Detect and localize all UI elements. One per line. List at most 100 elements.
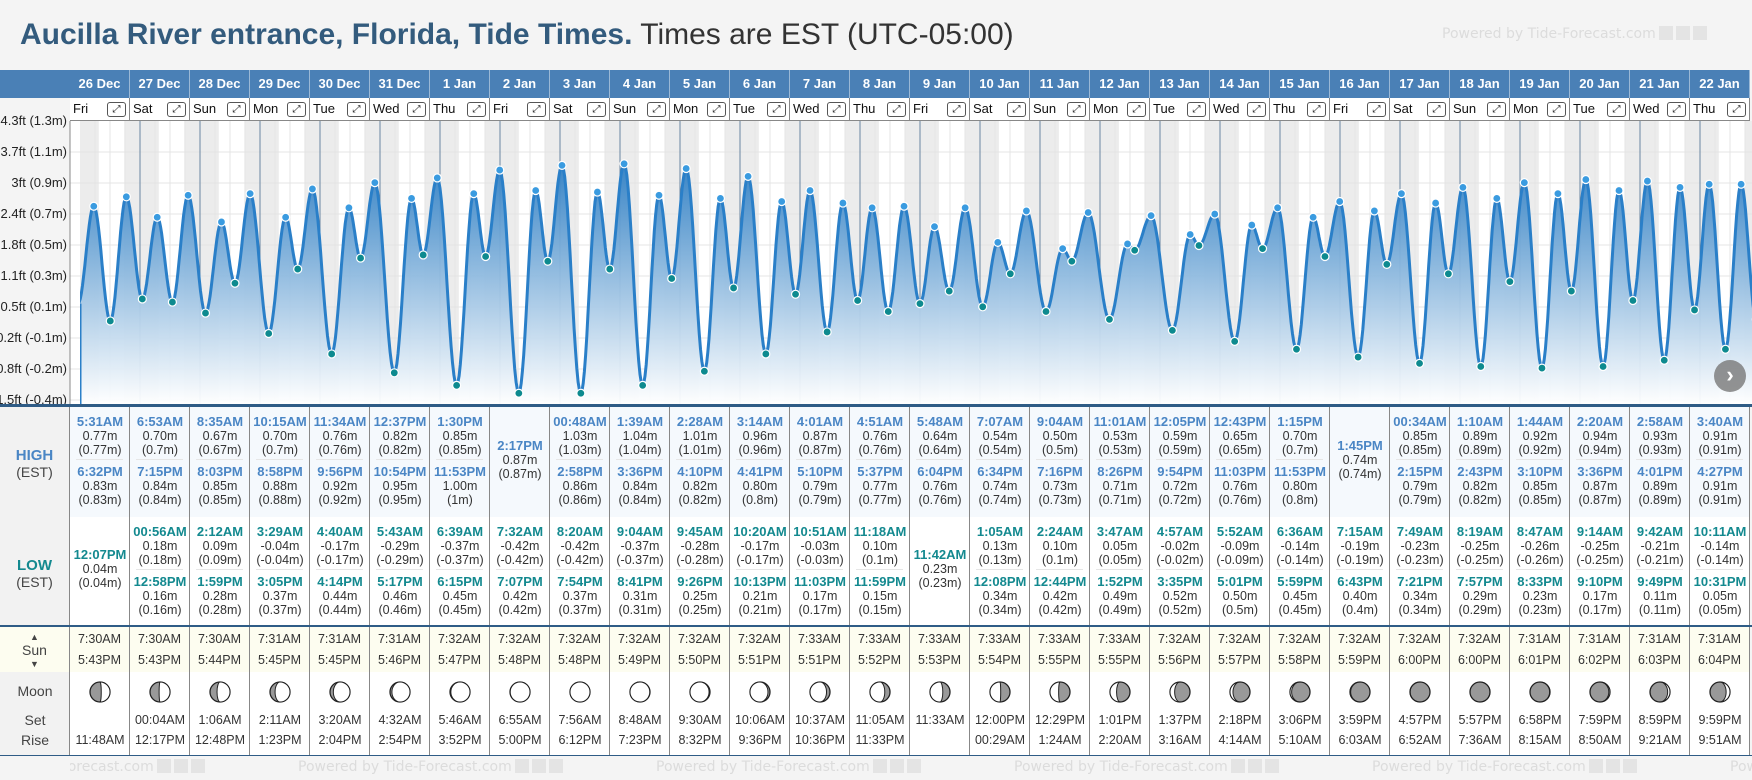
expand-day-button[interactable]: ⤢ <box>1667 102 1686 117</box>
expand-day-button[interactable]: ⤢ <box>1067 102 1086 117</box>
expand-day-button[interactable]: ⤢ <box>347 102 366 117</box>
low-tide-point <box>883 306 893 317</box>
expand-day-button[interactable]: ⤢ <box>287 102 306 117</box>
moon-cell: 3:06PM 5:10AM <box>1270 672 1330 755</box>
high-tz-label: (EST) <box>16 464 53 480</box>
tide-height: 0.17m <box>1582 589 1618 603</box>
low-tide-point <box>699 366 709 376</box>
expand-day-button[interactable]: ⤢ <box>947 102 966 117</box>
sun-times-cell: 7:31AM 6:01PM <box>1510 627 1570 672</box>
tide-height-alt: (0.87m) <box>498 467 542 481</box>
moonrise-time: 00:29AM <box>974 733 1026 747</box>
tide-time: 2:43PM <box>1457 464 1503 479</box>
day-name: Thu <box>433 101 456 116</box>
expand-day-button[interactable]: ⤢ <box>1487 102 1506 117</box>
expand-day-button[interactable]: ⤢ <box>767 102 786 117</box>
tide-height-alt: (-0.25m) <box>1576 553 1624 567</box>
tide-time: 9:04AM <box>616 524 664 539</box>
y-axis-label: 1.1ft (0.3m) <box>0 268 67 283</box>
expand-day-button[interactable]: ⤢ <box>1727 102 1746 117</box>
high-tide-point <box>1122 239 1133 249</box>
moon-phase-icon <box>329 681 351 703</box>
moon-cell: 8:59PM 9:21AM <box>1630 672 1690 755</box>
watermark-text: Powered by Tide-Forecast.com <box>3 759 154 775</box>
low-tide-point <box>822 327 832 337</box>
tide-time: 1:05AM <box>976 524 1024 539</box>
tide-entry: 7:16PM 0.73m (0.73m) <box>1030 465 1090 508</box>
tide-entry: 12:58PM 0.16m (0.16m) <box>130 575 190 618</box>
expand-day-button[interactable]: ⤢ <box>707 102 726 117</box>
expand-day-button[interactable]: ⤢ <box>527 102 546 117</box>
moon-lit-part <box>569 681 591 703</box>
expand-day-button[interactable]: ⤢ <box>1187 102 1206 117</box>
expand-day-button[interactable]: ⤢ <box>1367 102 1386 117</box>
sunrise-time: 7:33AM <box>1097 632 1142 646</box>
entry-separator <box>1336 569 1383 570</box>
moon-phase-icon <box>209 681 231 703</box>
tide-height: -0.19m <box>1340 539 1380 553</box>
sunrise-arrow-icon: ▲ <box>30 632 39 642</box>
high-tide-point <box>406 193 417 203</box>
tide-entry: 9:10PM 0.17m (0.17m) <box>1570 575 1630 618</box>
sunset-time: 5:45PM <box>317 653 362 667</box>
tide-height: 0.92m <box>1522 429 1558 443</box>
tide-time: 9:14AM <box>1576 524 1624 539</box>
tide-time: 12:08PM <box>973 574 1027 589</box>
expand-day-button[interactable]: ⤢ <box>1547 102 1566 117</box>
tide-entry: 2:58AM 0.93m (0.93m) <box>1630 415 1690 458</box>
expand-day-button[interactable]: ⤢ <box>647 102 666 117</box>
high-tides-cell: 8:35AM 0.67m (0.67m) 8:03PM 0.85m (0.85m) <box>190 407 250 517</box>
tide-height-alt: (0.46m) <box>378 603 422 617</box>
high-tides-cell: 2:20AM 0.94m (0.94m) 3:36PM 0.87m (0.87m) <box>1570 407 1630 517</box>
high-tide-point <box>1021 206 1032 216</box>
high-tides-cell: 1:15PM 0.70m (0.7m) 11:53PM 0.80m (0.8m) <box>1270 407 1330 517</box>
day-of-week: Sun ⤢ <box>610 98 670 121</box>
tide-height: 0.42m <box>502 589 538 603</box>
tide-height-alt: (0.52m) <box>1158 603 1202 617</box>
entry-separator <box>1216 459 1263 460</box>
moon-phase-icon <box>1229 681 1251 703</box>
expand-day-button[interactable]: ⤢ <box>467 102 486 117</box>
logo-icon <box>190 759 205 773</box>
moonrise-time: 2:04PM <box>318 733 362 747</box>
tide-height-alt: (0.82m) <box>678 493 722 507</box>
next-arrow-button[interactable]: › <box>1714 360 1746 392</box>
expand-day-button[interactable]: ⤢ <box>167 102 186 117</box>
tide-height-alt: (-0.23m) <box>1396 553 1444 567</box>
y-axis-label: 3.7ft (1.1m) <box>0 144 67 159</box>
expand-day-button[interactable]: ⤢ <box>227 102 246 117</box>
tide-height: 0.49m <box>1102 589 1138 603</box>
entry-separator <box>1156 569 1203 570</box>
tide-entry: 5:37PM 0.77m (0.77m) <box>850 465 910 508</box>
expand-day-button[interactable]: ⤢ <box>1247 102 1266 117</box>
expand-day-button[interactable]: ⤢ <box>587 102 606 117</box>
expand-day-button[interactable]: ⤢ <box>827 102 846 117</box>
expand-icon: ⤢ <box>712 104 721 115</box>
expand-day-button[interactable]: ⤢ <box>1007 102 1026 117</box>
tide-entry: 4:27PM 0.91m (0.91m) <box>1690 465 1750 508</box>
entry-separator <box>1516 569 1563 570</box>
expand-day-button[interactable]: ⤢ <box>1307 102 1326 117</box>
moonrise-time: 3:52PM <box>438 733 482 747</box>
low-tide-point <box>137 294 147 304</box>
watermark: Powered by Tide-Forecast.com <box>1730 759 1752 775</box>
moonrise-time: 5:10AM <box>1278 733 1322 747</box>
expand-day-button[interactable]: ⤢ <box>1427 102 1446 117</box>
sunrise-time: 7:32AM <box>437 632 482 646</box>
tide-height: 0.73m <box>1042 479 1078 493</box>
tide-entry: 4:01PM 0.89m (0.89m) <box>1630 465 1690 508</box>
moonset-time: 9:59PM <box>1698 713 1742 727</box>
expand-day-button[interactable]: ⤢ <box>407 102 426 117</box>
low-tide-point <box>200 308 211 318</box>
expand-day-button[interactable]: ⤢ <box>107 102 126 117</box>
expand-day-button[interactable]: ⤢ <box>1607 102 1626 117</box>
expand-day-button[interactable]: ⤢ <box>887 102 906 117</box>
moonset-time: 3:06PM <box>1278 713 1322 727</box>
entry-separator <box>1096 459 1143 460</box>
expand-day-button[interactable]: ⤢ <box>1127 102 1146 117</box>
low-tide-point <box>1505 277 1515 287</box>
tide-height: 0.70m <box>142 429 178 443</box>
moonset-time: 11:33AM <box>915 713 965 727</box>
moonset-time: 7:59PM <box>1578 713 1622 727</box>
entry-separator <box>1636 569 1683 570</box>
